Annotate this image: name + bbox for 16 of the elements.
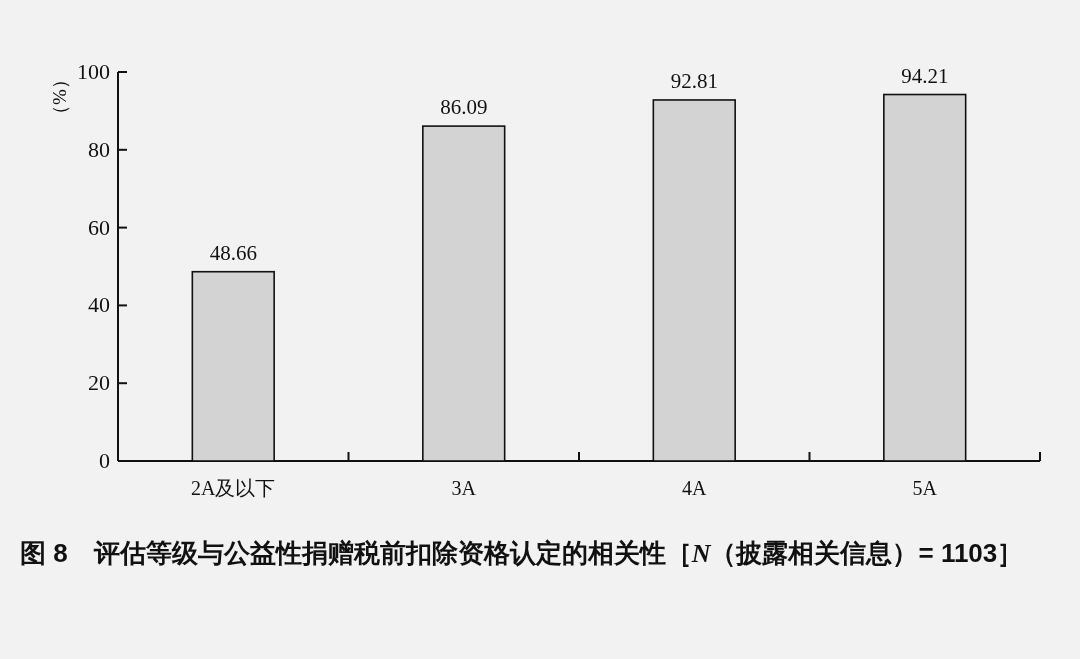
y-tick-label: 20 bbox=[88, 370, 110, 396]
text: 图 8 评估等级与公益性捐赠税前扣除资格认定的相关性［N（披露相关信息）= 1103］ bbox=[20, 538, 1024, 568]
y-axis-title: （%） bbox=[49, 70, 70, 124]
y-tick-label: 40 bbox=[88, 292, 110, 318]
data-label: 48.66 bbox=[209, 240, 257, 265]
x-tick-label: 2A及以下 bbox=[191, 477, 276, 499]
data-label: 86.09 bbox=[440, 95, 488, 120]
data-label: 92.81 bbox=[670, 68, 718, 93]
y-tick-label: 60 bbox=[88, 214, 110, 240]
y-tick-label: 80 bbox=[88, 136, 110, 162]
x-tick-label: 4A bbox=[682, 477, 708, 499]
x-tick-label: 3A bbox=[451, 477, 477, 499]
y-tick-label: 0 bbox=[99, 448, 110, 473]
x-tick-label: 5A bbox=[912, 477, 938, 499]
y-tick-label: 100 bbox=[77, 59, 110, 84]
data-label: 94.21 bbox=[901, 63, 949, 88]
